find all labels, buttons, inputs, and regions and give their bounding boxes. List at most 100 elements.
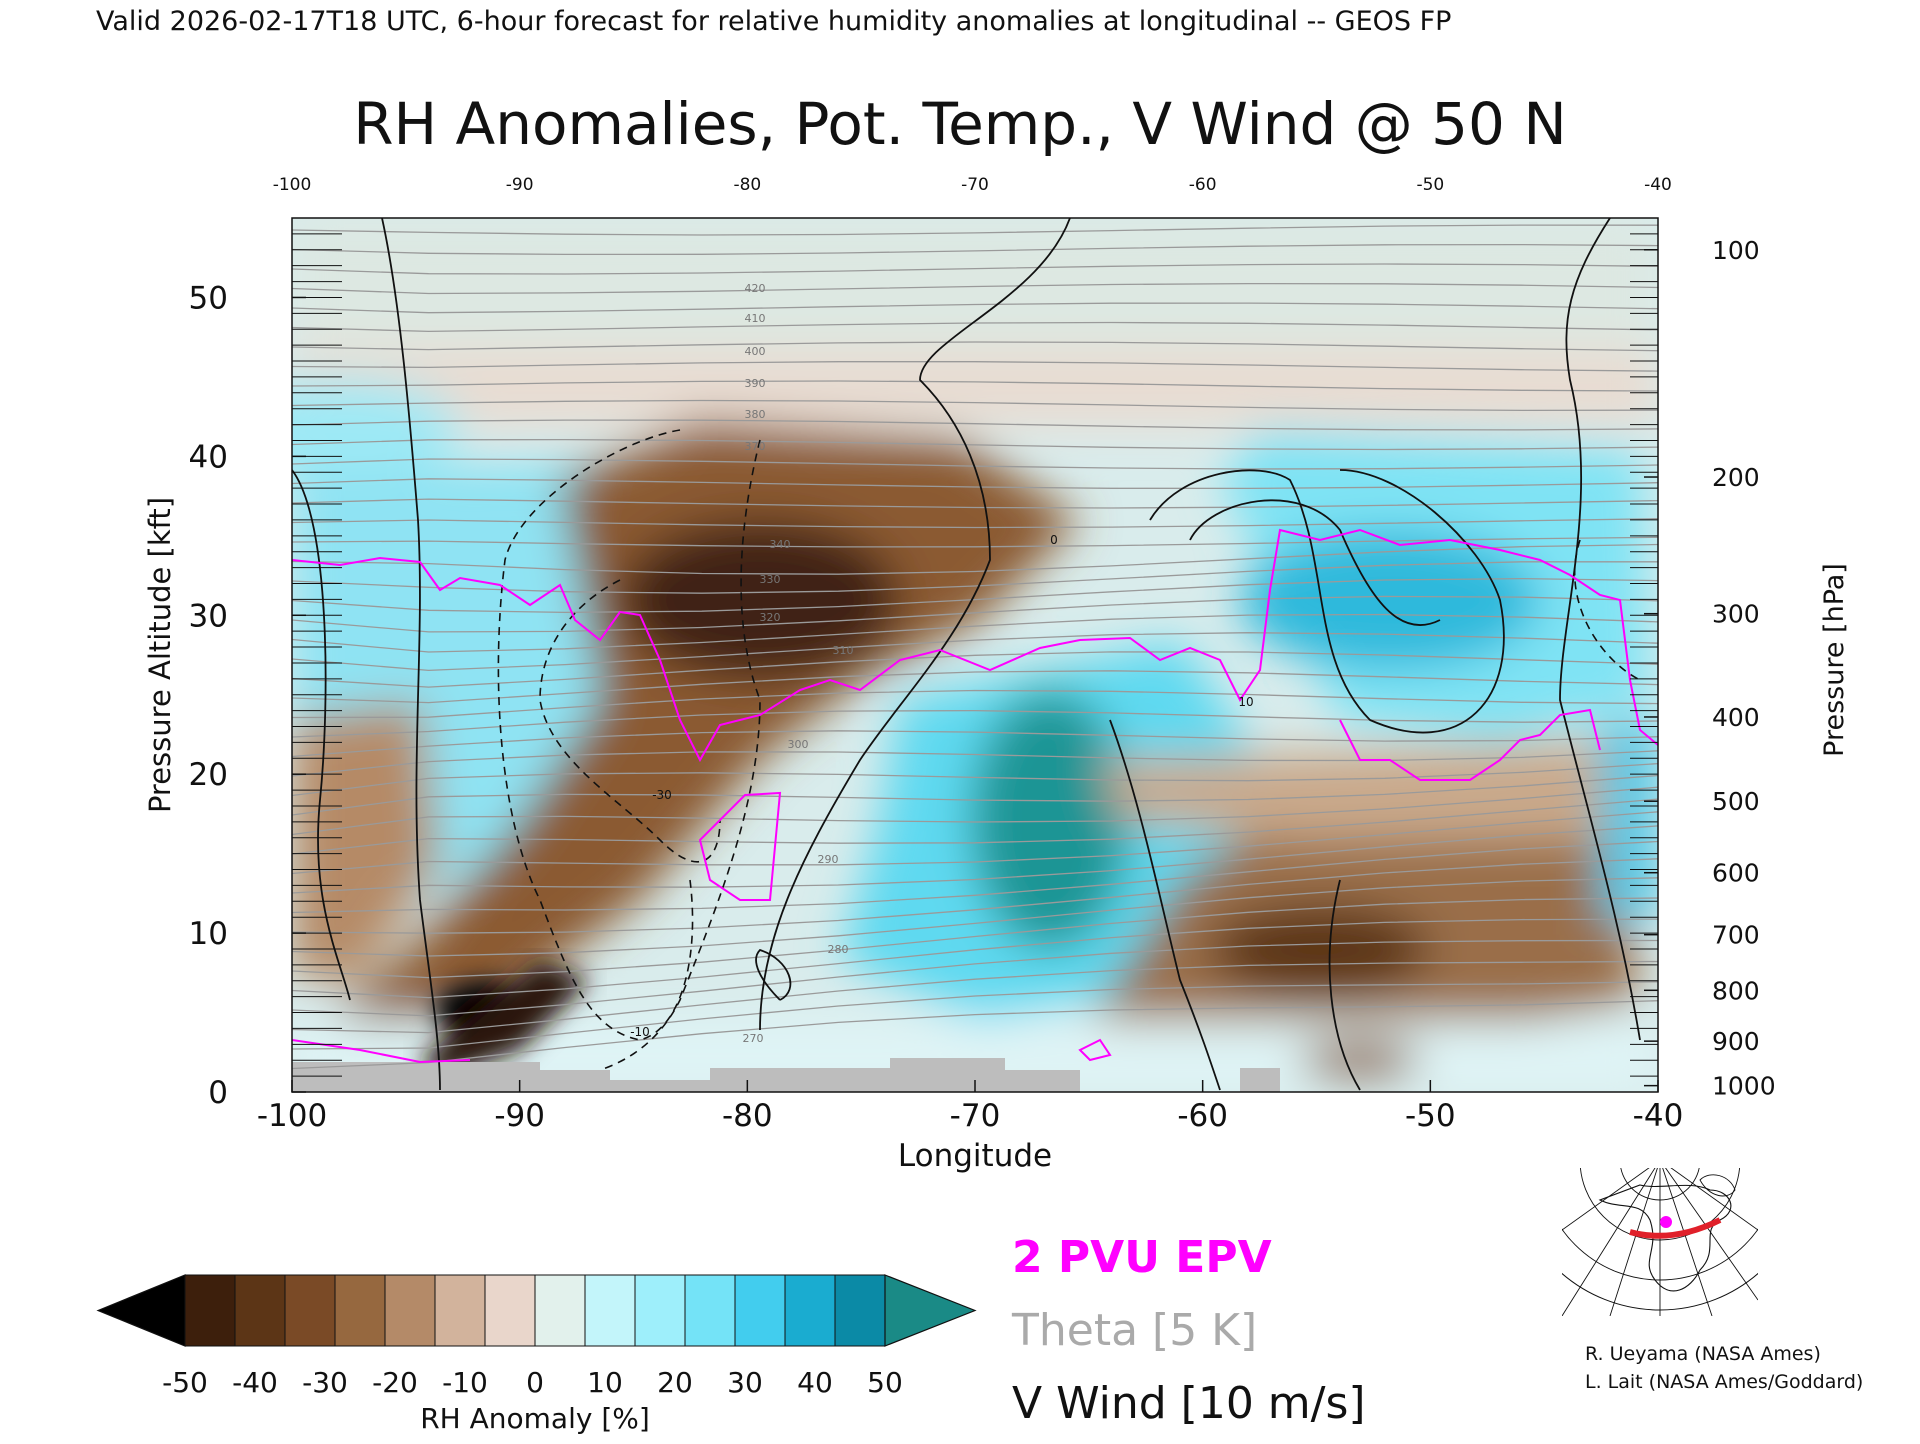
pressure-tick-label: 100 bbox=[1712, 236, 1760, 265]
colorbar-tick-label: -40 bbox=[232, 1366, 278, 1399]
theta-line bbox=[292, 858, 1658, 934]
colorbar-swatch bbox=[384, 1274, 436, 1347]
credit-line-1: R. Ueyama (NASA Ames) bbox=[1585, 1343, 1821, 1365]
y-tick-label: 10 bbox=[189, 916, 228, 952]
x-top-tick-label: -70 bbox=[961, 175, 989, 195]
pressure-tick-label: 800 bbox=[1712, 976, 1760, 1005]
theta-line bbox=[292, 750, 1658, 777]
theta-line bbox=[292, 651, 1658, 688]
wind-label: -10 bbox=[630, 1025, 650, 1039]
colorbar-tick-label: -20 bbox=[372, 1366, 418, 1399]
colorbar-label: RH Anomaly [%] bbox=[420, 1402, 650, 1435]
chart-title: RH Anomalies, Pot. Temp., V Wind @ 50 N bbox=[353, 90, 1567, 158]
theta-line bbox=[292, 939, 1658, 1017]
x-top-tick-label: -100 bbox=[273, 175, 312, 195]
x-tick-label: -40 bbox=[1633, 1098, 1684, 1134]
theta-line bbox=[292, 577, 1658, 614]
x-tick-label: -70 bbox=[950, 1098, 1001, 1134]
theta-line bbox=[292, 361, 1658, 372]
y-tick-label: 30 bbox=[189, 598, 228, 634]
theta-line bbox=[292, 613, 1658, 653]
theta-line bbox=[292, 321, 1658, 333]
y-axis: 0 10 20 30 40 50 bbox=[189, 233, 342, 1111]
theta-line bbox=[292, 689, 1658, 719]
colorbar-tick-label: 50 bbox=[867, 1366, 903, 1399]
theta-label: 310 bbox=[833, 644, 854, 657]
theta-label: 300 bbox=[788, 738, 809, 751]
colorbar-swatch bbox=[284, 1274, 336, 1347]
pressure-tick-label: 400 bbox=[1712, 703, 1760, 732]
x-axis-top: -100 -90 -80 -70 -60 -50 -40 bbox=[273, 175, 1672, 195]
wind-label: 10 bbox=[1238, 695, 1253, 709]
theta-line bbox=[292, 774, 1658, 816]
theta-label: 280 bbox=[828, 943, 849, 956]
theta-label: 340 bbox=[770, 538, 791, 551]
pressure-tick-label: 900 bbox=[1712, 1027, 1760, 1056]
x-top-tick-label: -60 bbox=[1189, 175, 1217, 195]
colorbar-swatch bbox=[484, 1274, 536, 1347]
x-tick-label: -80 bbox=[722, 1098, 773, 1134]
y-tick-label: 20 bbox=[189, 757, 228, 793]
theta-label: 400 bbox=[745, 345, 766, 358]
theta-line bbox=[292, 595, 1658, 633]
theta-line bbox=[292, 243, 1658, 256]
x-top-tick-label: -80 bbox=[733, 175, 761, 195]
colorbar-tick-label: 10 bbox=[587, 1366, 623, 1399]
theta-label: 370 bbox=[745, 440, 766, 453]
theta-label: 420 bbox=[745, 282, 766, 295]
colorbar-swatch bbox=[534, 1274, 586, 1347]
theta-label: 390 bbox=[745, 377, 766, 390]
theta-line bbox=[292, 981, 1658, 1050]
colorbar-swatch bbox=[334, 1274, 386, 1347]
colorbar-tick-label: -10 bbox=[442, 1366, 488, 1399]
x-top-tick-label: -40 bbox=[1644, 175, 1672, 195]
theta-line bbox=[292, 438, 1658, 451]
theta-contours bbox=[292, 224, 1658, 1070]
colorbar-swatch bbox=[434, 1274, 486, 1347]
epv-contour bbox=[292, 528, 1658, 1064]
theta-line bbox=[292, 786, 1658, 836]
x-tick-label: -90 bbox=[494, 1098, 545, 1134]
wind-label: -30 bbox=[652, 788, 672, 802]
theta-line bbox=[292, 960, 1658, 1034]
theta-line bbox=[292, 282, 1658, 295]
theta-line bbox=[292, 536, 1658, 548]
header-text: Valid 2026-02-17T18 UTC, 6-hour forecast… bbox=[96, 6, 1451, 37]
theta-line bbox=[292, 518, 1658, 529]
y-tick-label: 40 bbox=[189, 439, 228, 475]
colorbar-tick-label: 20 bbox=[657, 1366, 693, 1399]
theta-label: 290 bbox=[818, 853, 839, 866]
colorbar-tick-label: 0 bbox=[526, 1366, 544, 1399]
colorbar-swatch bbox=[734, 1274, 786, 1347]
theta-line bbox=[292, 263, 1658, 275]
theta-line bbox=[292, 709, 1658, 738]
theta-line bbox=[292, 561, 1658, 594]
pressure-tick-label: 200 bbox=[1712, 463, 1760, 492]
theta-line bbox=[292, 498, 1658, 509]
colorbar-tick-label: 40 bbox=[797, 1366, 833, 1399]
theta-line bbox=[292, 730, 1658, 758]
theta-line bbox=[292, 224, 1658, 236]
theta-label: 410 bbox=[745, 312, 766, 325]
y-axis-label: Pressure Altitude [kft] bbox=[143, 497, 177, 813]
colorbar-swatch bbox=[784, 1274, 836, 1347]
x-tick-label: -50 bbox=[1405, 1098, 1456, 1134]
pressure-axis: 100 200 300 400 500 600 700 800 900 1000 bbox=[1630, 217, 1776, 1101]
theta-line bbox=[292, 897, 1658, 979]
legend-theta: Theta [5 K] bbox=[1011, 1305, 1257, 1356]
theta-line bbox=[292, 1000, 1658, 1070]
theta-line bbox=[292, 380, 1658, 392]
y-tick-label: 0 bbox=[208, 1075, 228, 1111]
theta-line bbox=[292, 419, 1658, 431]
colorbar-tick-label: -50 bbox=[162, 1366, 208, 1399]
x-top-tick-label: -90 bbox=[506, 175, 534, 195]
theta-line bbox=[292, 762, 1658, 797]
y-tick-label: 50 bbox=[189, 280, 228, 316]
locator-map bbox=[1562, 1168, 1758, 1316]
legend-epv: 2 PVU EPV bbox=[1012, 1232, 1272, 1283]
colorbar-tick-label: 30 bbox=[727, 1366, 763, 1399]
theta-line bbox=[292, 840, 1658, 914]
colorbar-min-arrow bbox=[96, 1274, 186, 1347]
theta-label: 320 bbox=[760, 611, 781, 624]
